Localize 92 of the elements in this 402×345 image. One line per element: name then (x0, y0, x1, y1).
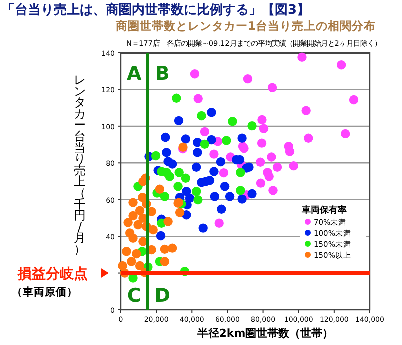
point (214, 218, 224, 228)
point (181, 134, 191, 144)
point (168, 160, 178, 169)
point (124, 218, 133, 228)
point (155, 184, 165, 194)
point (192, 162, 202, 172)
point (238, 134, 247, 143)
point (174, 168, 184, 178)
point (236, 186, 246, 196)
point (128, 234, 138, 244)
point (268, 186, 278, 196)
point (193, 148, 202, 158)
point (160, 244, 170, 254)
point (219, 168, 229, 178)
point (135, 206, 145, 216)
point (341, 129, 350, 139)
point (302, 106, 311, 116)
point (256, 158, 266, 168)
point (248, 121, 257, 131)
point (210, 192, 220, 202)
point (174, 182, 183, 192)
point (192, 186, 202, 196)
point (285, 147, 295, 156)
point (220, 182, 230, 192)
point (118, 261, 128, 271)
point (172, 94, 182, 103)
point (205, 176, 215, 186)
point (336, 60, 346, 70)
point (200, 127, 210, 137)
point (267, 152, 276, 162)
ref-line-label: 損益分岐点 (17, 266, 88, 282)
point (210, 150, 219, 159)
point (135, 261, 145, 271)
point (216, 157, 226, 167)
point (243, 74, 253, 84)
point (259, 124, 269, 134)
point (238, 194, 247, 204)
point (161, 132, 170, 142)
point (134, 220, 143, 230)
point (175, 208, 185, 218)
point (298, 52, 307, 62)
point (207, 108, 216, 118)
point (268, 83, 278, 92)
point (198, 224, 208, 233)
point (349, 95, 359, 105)
annotation: C (127, 285, 142, 307)
annotation: A (126, 63, 142, 85)
point (190, 70, 200, 79)
point (207, 135, 216, 145)
chart-subtitle: 商圏世帯数とレンタカー1台当り売上の相関分布 (114, 19, 376, 33)
point (222, 136, 232, 146)
point (182, 186, 192, 196)
legend-title: 車両保有率 (301, 205, 347, 216)
point (257, 138, 267, 148)
point (132, 249, 142, 259)
point (225, 192, 235, 202)
point (168, 244, 178, 253)
point (160, 192, 170, 202)
point (210, 167, 219, 176)
point (127, 257, 136, 266)
x-axis-title: 半径2km圏世帯数（世帯） (196, 327, 334, 340)
text: （車両原価） (12, 285, 78, 298)
point (289, 161, 298, 171)
point (194, 94, 203, 104)
point (128, 198, 138, 208)
point (156, 231, 166, 241)
point (181, 174, 191, 183)
chart-title: 「台当り売上は、商圏内世帯数に比例する」【図3】 (2, 2, 310, 18)
point (164, 217, 173, 226)
point (148, 225, 158, 235)
point (122, 247, 132, 256)
point (162, 148, 172, 158)
annotation: D (154, 285, 171, 307)
point (258, 115, 267, 125)
point (256, 178, 266, 188)
point (264, 172, 274, 182)
point (165, 172, 175, 182)
point (197, 111, 206, 121)
point (217, 204, 226, 214)
point (272, 162, 282, 172)
point (248, 189, 257, 199)
point (174, 116, 184, 126)
text: レンタカー台当り売上（千円/月） (74, 73, 86, 256)
point (200, 140, 210, 150)
point (304, 134, 314, 143)
point (151, 151, 161, 161)
point (160, 257, 170, 266)
point (128, 211, 138, 221)
point (228, 117, 238, 126)
point (236, 168, 246, 178)
annotation: B (155, 63, 170, 85)
point (194, 195, 203, 205)
